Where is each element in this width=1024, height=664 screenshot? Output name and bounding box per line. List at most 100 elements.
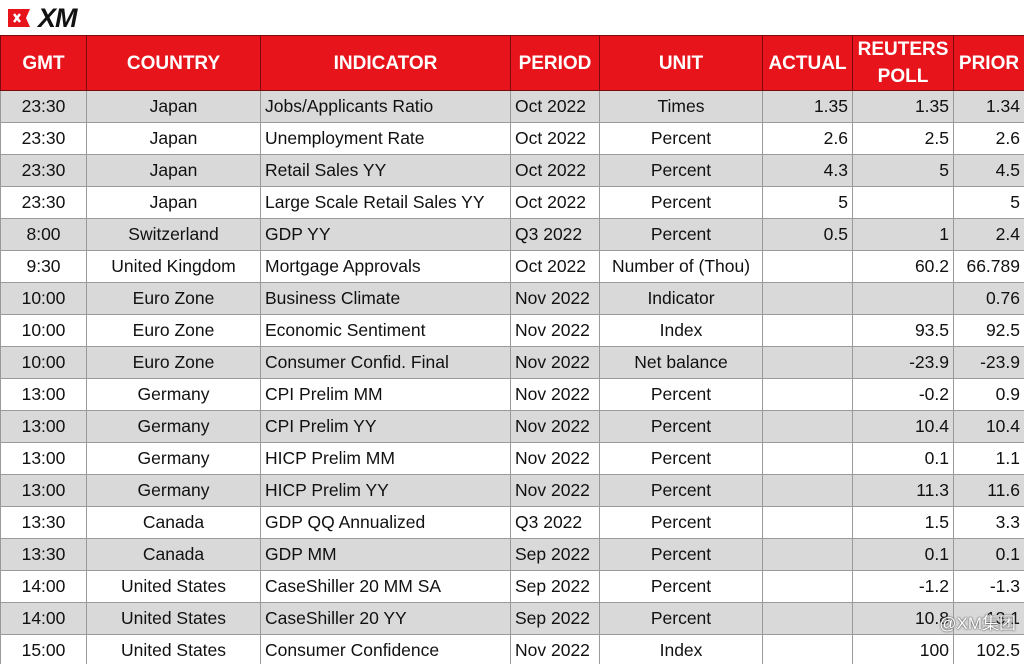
table-cell: Germany: [86, 378, 261, 411]
table-cell: Canada: [86, 506, 261, 539]
table-cell: Nov 2022: [510, 314, 600, 347]
table-cell: -1.2: [852, 570, 954, 603]
table-cell: 9:30: [0, 250, 87, 283]
table-cell: [762, 602, 853, 635]
table-cell: Q3 2022: [510, 218, 600, 251]
table-cell: 10:00: [0, 314, 87, 347]
table-cell: [762, 474, 853, 507]
table-cell: Net balance: [599, 346, 763, 379]
table-cell: Business Climate: [260, 282, 511, 315]
table-cell: [762, 410, 853, 443]
table-row: 13:00 Germany CPI Prelim YY Nov 2022 Percent…: [0, 410, 1024, 443]
table-cell: Percent: [599, 538, 763, 571]
table-cell: Number of (Thou): [599, 250, 763, 283]
table-cell: Sep 2022: [510, 602, 600, 635]
table-cell: 4.3: [762, 154, 853, 187]
table-cell: Germany: [86, 410, 261, 443]
table-cell: 13:00: [0, 378, 87, 411]
column-header: COUNTRY: [86, 35, 261, 91]
table-cell: [762, 506, 853, 539]
table-cell: 1: [852, 218, 954, 251]
table-cell: Times: [599, 90, 763, 123]
table-row: 23:30 Japan Large Scale Retail Sales YY Oct…: [0, 186, 1024, 219]
table-row: 13:30 Canada GDP QQ Annualized Q3 2022 Perce…: [0, 506, 1024, 539]
table-cell: 100: [852, 634, 954, 664]
table-cell: United States: [86, 602, 261, 635]
table-cell: 2.6: [762, 122, 853, 155]
table-cell: Japan: [86, 122, 261, 155]
table-row: 13:00 Germany HICP Prelim YY Nov 2022 Percen…: [0, 474, 1024, 507]
table-cell: 8:00: [0, 218, 87, 251]
table-cell: Q3 2022: [510, 506, 600, 539]
table-cell: [762, 282, 853, 315]
table-cell: Oct 2022: [510, 154, 600, 187]
table-cell: GDP QQ Annualized: [260, 506, 511, 539]
table-cell: Nov 2022: [510, 474, 600, 507]
table-cell: Nov 2022: [510, 378, 600, 411]
table-cell: United Kingdom: [86, 250, 261, 283]
table-row: 14:00 United States CaseShiller 20 MM SA Se…: [0, 570, 1024, 603]
table-cell: Consumer Confidence: [260, 634, 511, 664]
table-cell: Euro Zone: [86, 346, 261, 379]
column-header: GMT: [0, 35, 87, 91]
table-row: 9:30 United Kingdom Mortgage Approvals Oct …: [0, 250, 1024, 283]
table-cell: Percent: [599, 378, 763, 411]
table-cell: 1.35: [852, 90, 954, 123]
column-header: REUTERS POLL: [852, 35, 954, 91]
logo-icon: [8, 9, 30, 27]
table-cell: Consumer Confid. Final: [260, 346, 511, 379]
table-cell: 92.5: [953, 314, 1024, 347]
table-cell: Percent: [599, 218, 763, 251]
table-cell: 14:00: [0, 602, 87, 635]
table-cell: Oct 2022: [510, 90, 600, 123]
table-cell: [762, 442, 853, 475]
table-cell: Nov 2022: [510, 346, 600, 379]
table-cell: Germany: [86, 442, 261, 475]
table-cell: [852, 186, 954, 219]
table-cell: 60.2: [852, 250, 954, 283]
table-cell: Oct 2022: [510, 250, 600, 283]
table-cell: 2.4: [953, 218, 1024, 251]
table-cell: Percent: [599, 570, 763, 603]
table-row: 13:00 Germany CPI Prelim MM Nov 2022 Percent…: [0, 378, 1024, 411]
column-header: PERIOD: [510, 35, 600, 91]
table-row: 14:00 United States CaseShiller 20 YY Sep 2…: [0, 602, 1024, 635]
table-cell: 10.4: [852, 410, 954, 443]
table-cell: -0.2: [852, 378, 954, 411]
column-header: UNIT: [599, 35, 763, 91]
table-row: 8:00 Switzerland GDP YY Q3 2022 Percent 0.5 1 2…: [0, 218, 1024, 251]
table-cell: 13:00: [0, 474, 87, 507]
table-cell: 102.5: [953, 634, 1024, 664]
table-cell: 66.789: [953, 250, 1024, 283]
table-cell: Percent: [599, 506, 763, 539]
table-cell: 1.34: [953, 90, 1024, 123]
table-cell: -23.9: [852, 346, 954, 379]
table-cell: [762, 634, 853, 664]
table-cell: Unemployment Rate: [260, 122, 511, 155]
table-cell: 0.9: [953, 378, 1024, 411]
table-cell: Percent: [599, 154, 763, 187]
table-cell: 23:30: [0, 90, 87, 123]
table-cell: GDP YY: [260, 218, 511, 251]
table-cell: Jobs/Applicants Ratio: [260, 90, 511, 123]
table-cell: Percent: [599, 602, 763, 635]
table-cell: 23:30: [0, 154, 87, 187]
table-cell: 0.1: [852, 442, 954, 475]
table-cell: Economic Sentiment: [260, 314, 511, 347]
table-cell: CaseShiller 20 YY: [260, 602, 511, 635]
table-cell: 23:30: [0, 122, 87, 155]
table-cell: HICP Prelim MM: [260, 442, 511, 475]
table-row: 10:00 Euro Zone Consumer Confid. Final Nov …: [0, 346, 1024, 379]
table-cell: 0.5: [762, 218, 853, 251]
table-cell: Germany: [86, 474, 261, 507]
table-cell: 93.5: [852, 314, 954, 347]
table-cell: 1.1: [953, 442, 1024, 475]
table-cell: Retail Sales YY: [260, 154, 511, 187]
table-cell: Large Scale Retail Sales YY: [260, 186, 511, 219]
table-cell: GDP MM: [260, 538, 511, 571]
table-cell: 10.8: [852, 602, 954, 635]
table-cell: Nov 2022: [510, 282, 600, 315]
watermark: @XM集团: [939, 614, 1016, 633]
table-cell: 0.1: [953, 538, 1024, 571]
